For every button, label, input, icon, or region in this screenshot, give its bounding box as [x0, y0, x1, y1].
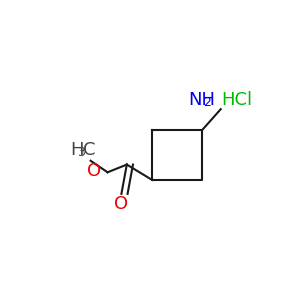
Text: 2: 2	[203, 96, 211, 109]
Text: NH: NH	[188, 91, 215, 109]
Text: H: H	[70, 141, 84, 159]
Text: 3: 3	[77, 146, 86, 159]
Text: C: C	[83, 141, 95, 159]
Text: O: O	[87, 162, 101, 180]
Text: O: O	[114, 195, 128, 213]
Text: HCl: HCl	[221, 91, 253, 109]
